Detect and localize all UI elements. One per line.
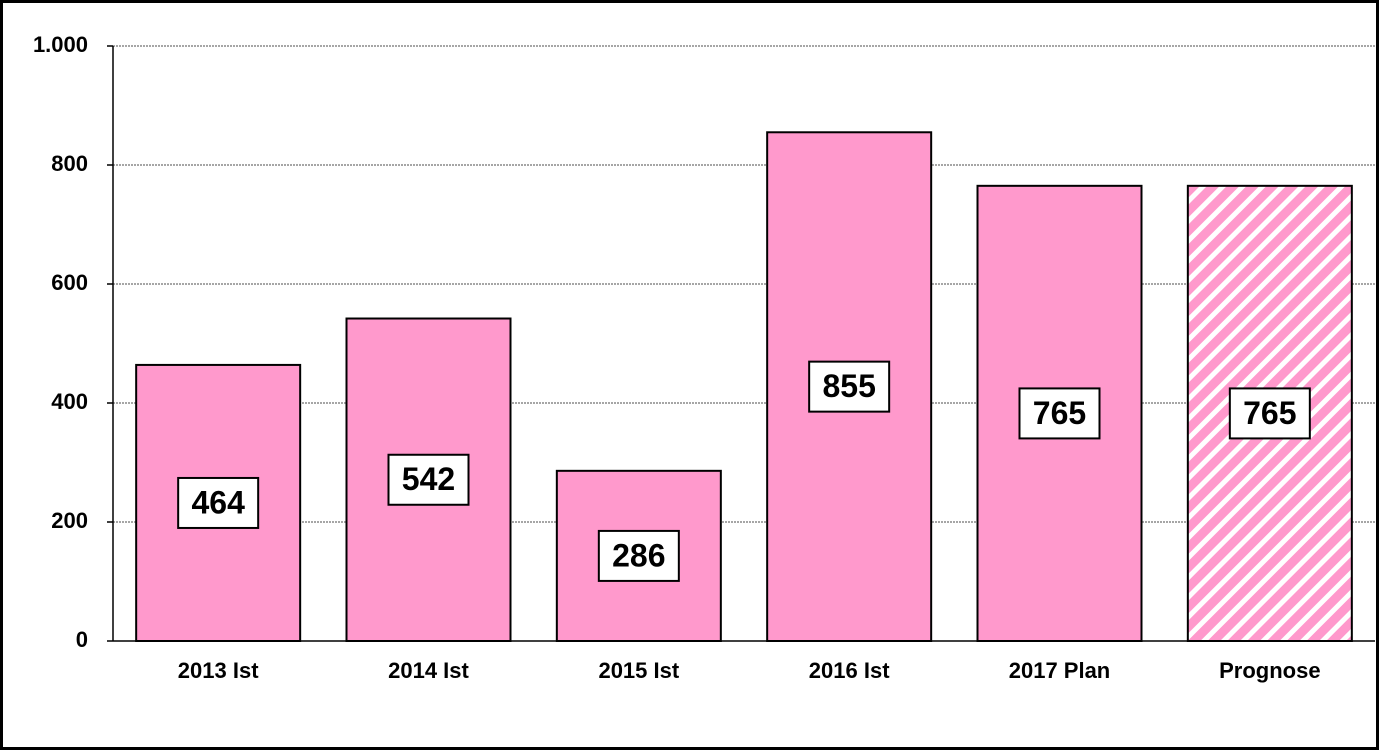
value-label: 765: [1243, 395, 1296, 431]
y-tick-label: 0: [76, 627, 88, 652]
value-label: 464: [191, 484, 245, 520]
value-label-box: [1228, 387, 1311, 440]
y-tick-label: 800: [51, 151, 88, 176]
value-label-box: [177, 476, 260, 529]
x-tick-label: 2013 Ist: [178, 658, 259, 683]
value-label: 855: [822, 368, 875, 404]
value-label-box: [597, 529, 680, 582]
x-tick-label: 2017 Plan: [1009, 658, 1111, 683]
value-label: 542: [402, 461, 455, 497]
value-label-box: [808, 360, 891, 413]
x-tick-label: 2014 Ist: [388, 658, 469, 683]
value-label-box: [387, 453, 470, 506]
value-label: 765: [1033, 395, 1086, 431]
x-tick-label: 2016 Ist: [809, 658, 890, 683]
x-tick-label: 2015 Ist: [598, 658, 679, 683]
y-tick-label: 200: [51, 508, 88, 533]
x-tick-label: Prognose: [1219, 658, 1320, 683]
y-tick-label: 600: [51, 270, 88, 295]
value-label-box: [1018, 387, 1101, 440]
y-tick-label: 1.000: [33, 32, 88, 57]
y-tick-label: 400: [51, 389, 88, 414]
value-label: 286: [612, 537, 665, 573]
